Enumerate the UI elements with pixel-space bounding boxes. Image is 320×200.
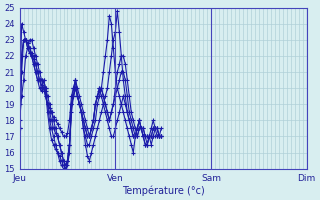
X-axis label: Température (°c): Température (°c) [122,185,204,196]
